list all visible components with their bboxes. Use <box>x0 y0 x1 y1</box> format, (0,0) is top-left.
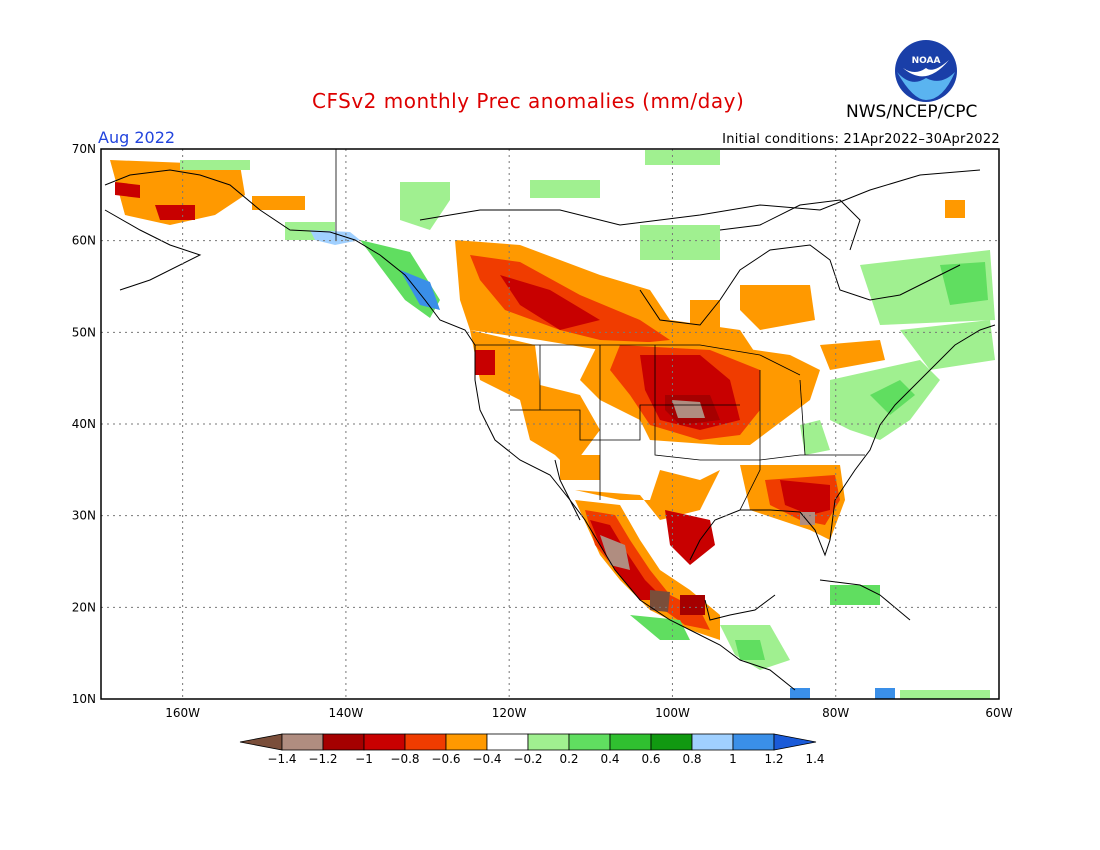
lon-label: 60W <box>985 706 1012 720</box>
legend-arrow-low <box>239 733 283 751</box>
map-frame <box>100 148 1000 700</box>
legend-swatch <box>486 733 529 751</box>
legend-swatch <box>363 733 406 751</box>
legend-swatch <box>527 733 570 751</box>
legend-tick-label: −0.2 <box>513 752 542 766</box>
lat-label: 60N <box>72 234 96 248</box>
legend-tick-label: −1 <box>355 752 373 766</box>
lon-label: 120W <box>492 706 527 720</box>
legend-tick-label: −0.6 <box>431 752 460 766</box>
lon-label: 140W <box>329 706 364 720</box>
legend-swatch <box>732 733 775 751</box>
legend-tick-label: 1 <box>729 752 737 766</box>
latitude-labels: 70N 60N 50N 40N 30N 20N 10N <box>72 142 96 706</box>
color-legend-ticks: −1.4 −1.2 −1 −0.8 −0.6 −0.4 −0.2 0.2 0.4 0.6 0.8 1 1… <box>267 752 824 766</box>
lon-label: 160W <box>165 706 200 720</box>
legend-tick-label: 1.2 <box>764 752 783 766</box>
legend-tick-label: 0.2 <box>559 752 578 766</box>
noaa-logo: NOAA <box>895 40 957 102</box>
legend-arrow-high <box>773 733 817 751</box>
chart-title: CFSv2 monthly Prec anomalies (mm/day) <box>312 89 745 113</box>
legend-swatch <box>281 733 324 751</box>
legend-tick-label: 0.8 <box>682 752 701 766</box>
agency-label: NWS/NCEP/CPC <box>846 102 978 122</box>
initial-conditions-label: Initial conditions: 21Apr2022–30Apr2022 <box>722 132 1000 147</box>
lat-label: 30N <box>72 509 96 523</box>
legend-tick-label: −1.4 <box>267 752 296 766</box>
legend-swatch <box>322 733 365 751</box>
political-borders <box>335 149 865 511</box>
lat-label: 10N <box>72 692 96 706</box>
legend-tick-label: 0.4 <box>600 752 619 766</box>
lon-label: 100W <box>655 706 690 720</box>
lat-label: 70N <box>72 142 96 156</box>
noaa-logo-text: NOAA <box>912 56 941 66</box>
lon-label: 80W <box>822 706 849 720</box>
longitude-labels: 160W 140W 120W 100W 80W 60W <box>165 706 1012 720</box>
legend-swatch <box>609 733 652 751</box>
legend-tick-label: −0.8 <box>390 752 419 766</box>
legend-swatch <box>404 733 447 751</box>
legend-tick-label: 0.6 <box>641 752 660 766</box>
valid-month-label: Aug 2022 <box>98 128 176 147</box>
legend-tick-label: 1.4 <box>805 752 824 766</box>
legend-swatch <box>691 733 734 751</box>
legend-tick-label: −1.2 <box>308 752 337 766</box>
legend-swatch <box>650 733 693 751</box>
lat-label: 40N <box>72 417 96 431</box>
legend-tick-label: −0.4 <box>472 752 501 766</box>
legend-swatch <box>445 733 488 751</box>
color-legend <box>239 733 817 751</box>
lat-label: 50N <box>72 325 96 339</box>
lat-label: 20N <box>72 600 96 614</box>
graticule <box>101 149 999 699</box>
legend-swatch <box>568 733 611 751</box>
